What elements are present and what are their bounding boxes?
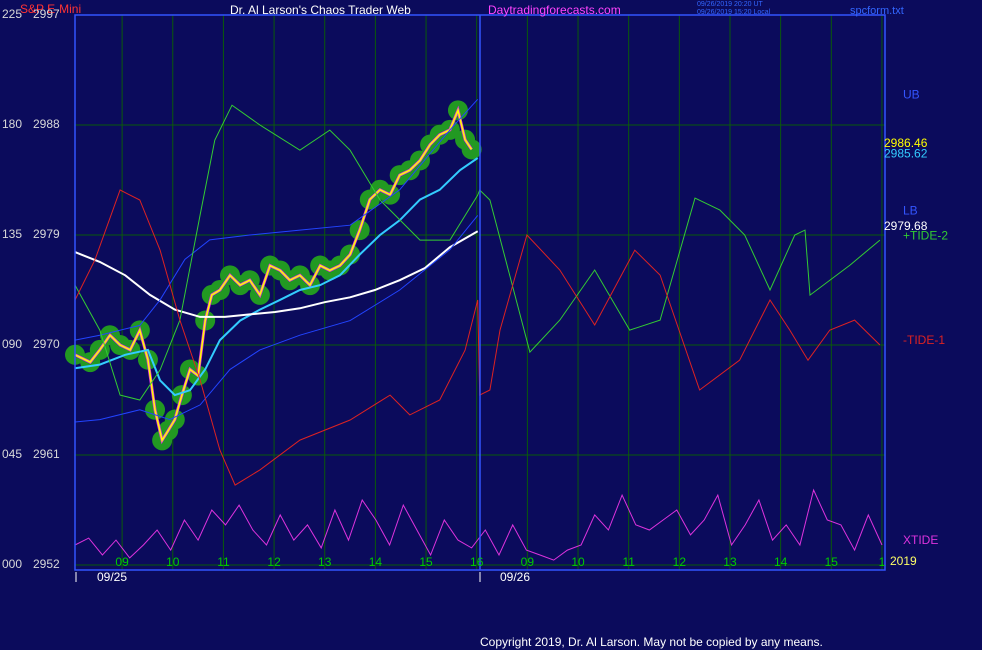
- x-tick-label: 14: [369, 555, 383, 569]
- x-tick-label: 12: [267, 555, 281, 569]
- series-label: XTIDE: [903, 533, 938, 547]
- series-label: +TIDE-2: [903, 228, 948, 242]
- x-tick-label: 15: [419, 555, 433, 569]
- x-tick-label: 10: [166, 555, 180, 569]
- price-marker: [461, 139, 482, 160]
- x-tick-label: 13: [318, 555, 332, 569]
- timestamp: 09/26/2019 15:20 Local: [697, 9, 771, 16]
- y2-tick-label: 135: [2, 227, 22, 241]
- x-tick-label: 13: [723, 555, 737, 569]
- series-line: [74, 157, 479, 397]
- date-label: 09/26: [500, 570, 530, 584]
- y2-tick-label: 180: [2, 117, 22, 131]
- file-name: spcform.txt: [850, 5, 904, 17]
- series-line: [74, 107, 473, 443]
- series-line: [74, 98, 479, 341]
- series-line: [74, 104, 881, 401]
- date-label: 09/25: [97, 570, 127, 584]
- series-line: [74, 230, 479, 318]
- y2-tick-label: 000: [2, 557, 22, 571]
- site: Daytradingforecasts.com: [488, 3, 621, 17]
- chart-title: Dr. Al Larson's Chaos Trader Web: [230, 3, 411, 17]
- series-label: LB: [903, 204, 918, 218]
- series-line: [74, 189, 881, 486]
- x-tick-label: 1: [879, 555, 886, 569]
- y-tick-label: 2961: [33, 447, 60, 461]
- y-tick-label: 2997: [33, 7, 60, 21]
- y-tick-label: 2979: [33, 227, 60, 241]
- x-tick-label: 11: [622, 555, 635, 569]
- x-tick-label: 09: [115, 555, 129, 569]
- copyright: Copyright 2019, Dr. Al Larson. May not b…: [480, 635, 823, 649]
- series-line: [74, 215, 479, 423]
- year-label: 2019: [890, 554, 917, 568]
- last-value-label: 2986.46: [884, 136, 928, 150]
- y-tick-label: 2988: [33, 117, 60, 131]
- timestamp: 09/26/2019 20:20 UT: [697, 1, 763, 8]
- x-tick-label: 15: [825, 555, 839, 569]
- y-tick-label: 2952: [33, 557, 60, 571]
- x-tick-label: 09: [521, 555, 535, 569]
- y2-tick-label: 045: [2, 447, 22, 461]
- series-label: UB: [903, 88, 920, 102]
- last-value-label: 2985.62: [884, 146, 928, 160]
- x-tick-label: 11: [217, 555, 230, 569]
- series-line: [74, 488, 883, 561]
- y2-tick-label: 090: [2, 337, 22, 351]
- x-tick-label: 14: [774, 555, 788, 569]
- symbol: S&P E-Mini: [20, 2, 81, 16]
- x-tick-label: 12: [673, 555, 687, 569]
- x-tick-label: 16: [470, 555, 484, 569]
- y2-tick-label: 225: [2, 7, 22, 21]
- last-value-label: 2979.68: [884, 219, 928, 233]
- plot: [65, 98, 883, 561]
- x-tick-label: 10: [571, 555, 585, 569]
- series-label: -TIDE-1: [903, 333, 945, 347]
- y-tick-label: 2970: [33, 337, 60, 351]
